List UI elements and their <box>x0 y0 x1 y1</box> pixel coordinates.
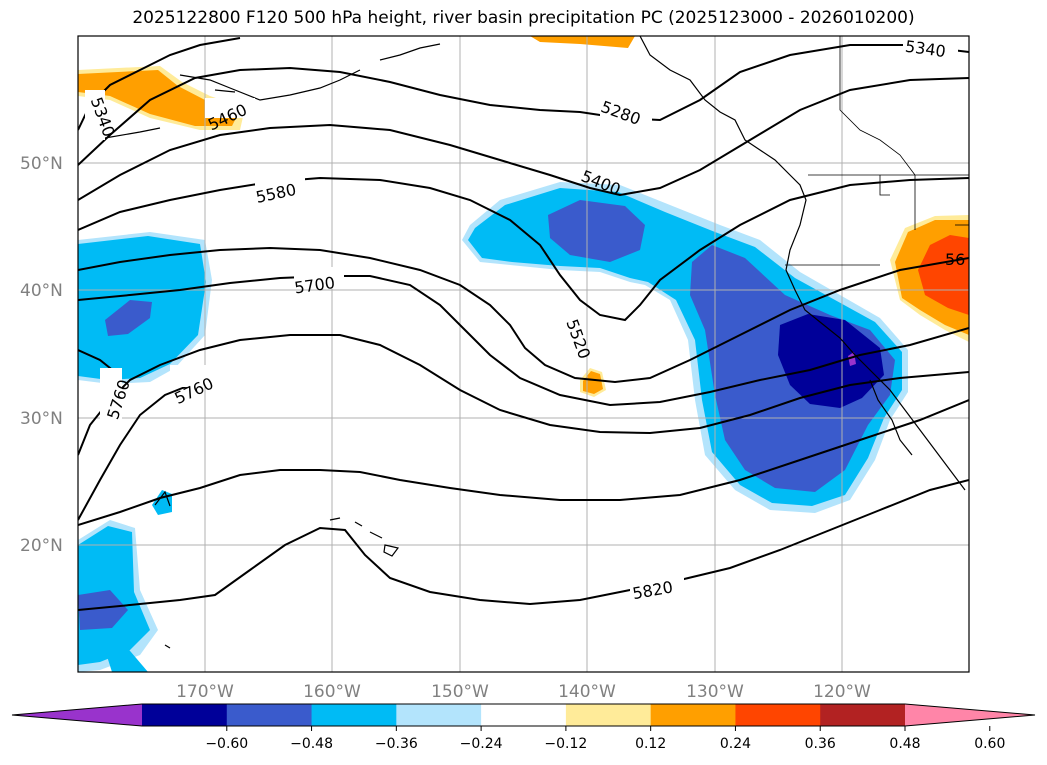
colorbar-segment <box>396 704 482 726</box>
colorbar-segment <box>481 704 567 726</box>
colorbar: −0.60 −0.48 −0.36 −0.24 −0.12 0.12 0.24 0.36 0.4… <box>11 703 1036 752</box>
lat-label: 20°N <box>20 536 63 556</box>
lat-label: 40°N <box>20 281 63 301</box>
colorbar-label: 0.48 <box>889 736 920 752</box>
colorbar-outline <box>11 703 1036 727</box>
colorbar-extend-low <box>12 704 142 726</box>
colorbar-segment <box>142 704 228 726</box>
lon-label: 140°W <box>558 682 616 702</box>
colorbar-label: 0.36 <box>805 736 836 752</box>
colorbar-segment <box>226 704 313 726</box>
colorbar-label: −0.36 <box>375 736 418 752</box>
colorbar-extend-high <box>905 704 1035 726</box>
map-title: 2025122800 F120 500 hPa height, river ba… <box>132 8 915 28</box>
lon-label: 150°W <box>431 682 489 702</box>
contour-label: 56 <box>945 250 965 269</box>
lon-label: 160°W <box>303 682 361 702</box>
borders <box>785 36 969 266</box>
latitude-labels: 50°N 40°N 30°N 20°N <box>20 154 63 556</box>
colorbar-segment <box>650 704 736 726</box>
gridlines <box>78 36 969 672</box>
colorbar-segment <box>820 704 906 726</box>
precip-shading <box>78 36 969 672</box>
colorbar-label: −0.24 <box>460 736 503 752</box>
colorbar-label: 0.12 <box>635 736 666 752</box>
lon-label: 120°W <box>813 682 871 702</box>
colorbar-label: −0.12 <box>544 736 587 752</box>
map-border <box>77 35 970 673</box>
lat-label: 30°N <box>20 409 63 429</box>
lat-label: 50°N <box>20 154 63 174</box>
positive-anomaly-north <box>530 36 635 48</box>
colorbar-label: 0.24 <box>720 736 751 752</box>
coastlines <box>104 36 966 649</box>
lon-label: 130°W <box>686 682 744 702</box>
colorbar-segment <box>311 704 397 726</box>
lon-label: 170°W <box>176 682 234 702</box>
longitude-labels: 170°W 160°W 150°W 140°W 130°W 120°W <box>176 682 871 702</box>
colorbar-segment <box>735 704 821 726</box>
height-contours <box>78 37 969 611</box>
colorbar-label: −0.60 <box>205 736 248 752</box>
map-panel <box>78 36 969 672</box>
colorbar-label: −0.48 <box>290 736 333 752</box>
colorbar-segment <box>565 704 652 726</box>
colorbar-label: 0.60 <box>974 736 1005 752</box>
